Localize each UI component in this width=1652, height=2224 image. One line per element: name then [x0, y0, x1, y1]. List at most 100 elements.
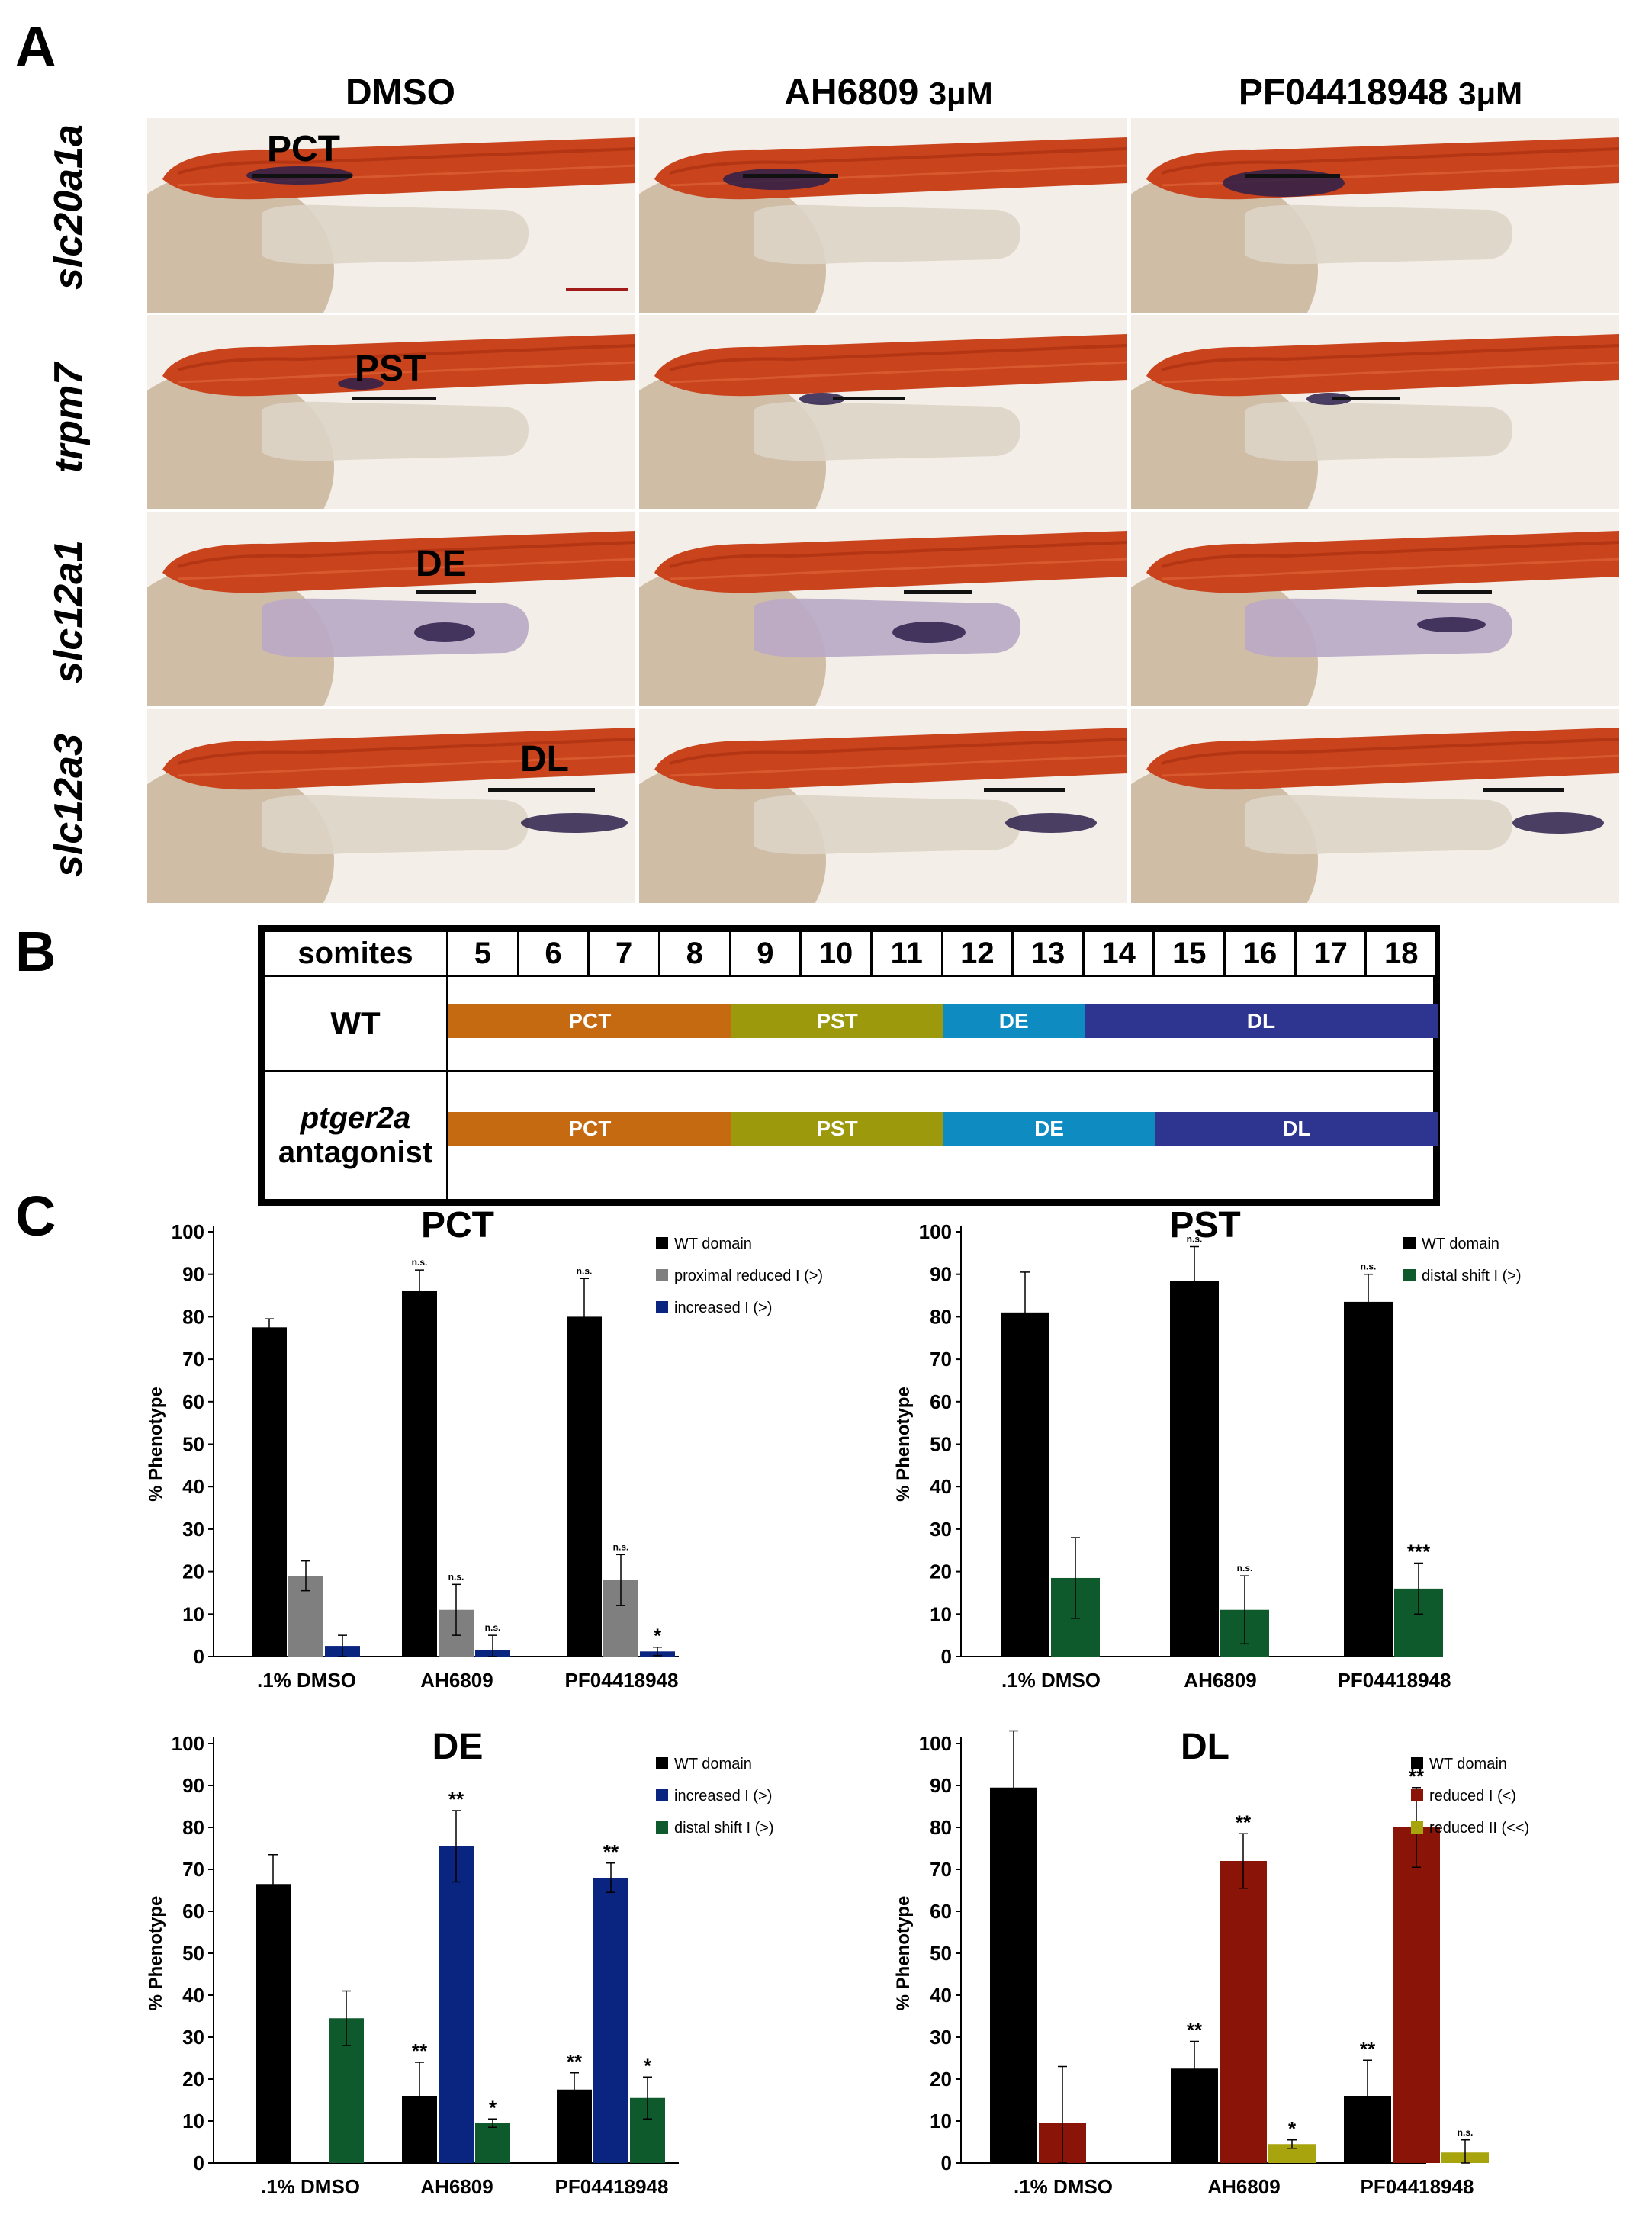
y-tick-label: 50 [182, 1942, 204, 1965]
legend-swatch [656, 1301, 668, 1313]
y-tick-label: 80 [182, 1816, 204, 1839]
embryo-image [1131, 118, 1619, 313]
category-label: PF04418948 [565, 1669, 679, 1692]
category-label: PF04418948 [1338, 1669, 1451, 1692]
y-tick-label: 20 [182, 2068, 204, 2091]
y-tick-label: 0 [941, 2152, 952, 2174]
legend-swatch [1403, 1237, 1416, 1249]
embryo-image [639, 118, 1127, 313]
y-tick-label: 70 [930, 1348, 952, 1371]
bar [402, 1290, 437, 1657]
y-tick-label: 70 [930, 1858, 952, 1881]
embryo-image [639, 315, 1127, 509]
y-tick-label: 60 [182, 1900, 204, 1923]
segment-bar-dl: DL [1084, 1004, 1438, 1038]
column-concentration: 3μM [1458, 76, 1523, 111]
y-tick-label: 50 [930, 1433, 952, 1456]
chart-title: PST [1169, 1205, 1240, 1245]
significance-label: ** [603, 1840, 619, 1863]
segment-bar [1245, 174, 1340, 178]
y-tick-label: 70 [182, 1858, 204, 1881]
y-tick-label: 10 [930, 1602, 952, 1625]
chart-title: DE [432, 1727, 484, 1767]
segment-bar [352, 397, 436, 400]
y-tick-label: 30 [182, 1518, 204, 1541]
column-name: DMSO [346, 72, 455, 113]
segment-bar-pst: PST [731, 1112, 943, 1146]
category-label: AH6809 [1207, 2175, 1280, 2198]
y-tick-label: 20 [930, 1560, 952, 1583]
column-header-ah6809: AH6809 3μM [644, 72, 1133, 114]
y-tick-label: 60 [930, 1390, 952, 1413]
embryo-illustration [1131, 512, 1619, 706]
y-tick-label: 40 [930, 1984, 952, 2007]
embryo-image [1131, 512, 1619, 706]
legend-label: WT domain [1422, 1236, 1499, 1252]
somite-number-17: 17 [1294, 930, 1368, 977]
y-tick-label: 70 [182, 1348, 204, 1371]
legend-label: distal shift I (>) [674, 1820, 774, 1837]
significance-label: n.s. [1187, 1233, 1203, 1244]
y-tick-label: 20 [182, 1560, 204, 1583]
y-tick-label: 10 [182, 1602, 204, 1625]
embryo-illustration [1131, 709, 1619, 903]
significance-label: n.s. [1237, 1563, 1253, 1573]
category-label: .1% DMSO [261, 2175, 360, 2198]
bar [1220, 1861, 1267, 2163]
y-tick-label: 90 [182, 1263, 204, 1286]
y-tick-label: 0 [941, 1645, 952, 1668]
bar [439, 1846, 474, 2163]
somite-number-12: 12 [940, 930, 1014, 977]
embryo-illustration [147, 118, 635, 313]
y-tick-label: 40 [930, 1475, 952, 1498]
significance-label: ** [567, 2050, 583, 2073]
segment-bar-pst: PST [731, 1004, 943, 1038]
bar [1170, 1281, 1219, 1657]
embryo-image [639, 512, 1127, 706]
embryo-illustration [147, 512, 635, 706]
embryo-illustration [639, 118, 1127, 313]
embryo-image [1131, 315, 1619, 509]
y-tick-label: 10 [182, 2110, 204, 2132]
panel-label-c: C [15, 1184, 56, 1248]
legend-label: increased I (>) [674, 1300, 772, 1316]
significance-label: ** [1187, 2019, 1203, 2042]
segment-bar-pct: PCT [448, 1112, 731, 1146]
legend-label: WT domain [674, 1756, 752, 1772]
y-axis-label: % Phenotype [893, 1387, 914, 1502]
y-tick-label: 60 [930, 1900, 952, 1923]
segment-label-de: DE [416, 544, 467, 584]
significance-label: * [489, 2096, 497, 2119]
legend-swatch [1403, 1269, 1416, 1281]
row-label-slc20a1a: slc20a1a [47, 124, 91, 290]
segment-bar [904, 590, 972, 594]
row-label-trpm7: trpm7 [47, 362, 91, 474]
y-tick-label: 0 [194, 2152, 204, 2174]
somites-header-label: somites [262, 930, 448, 977]
segment-bar [743, 174, 838, 178]
significance-label: ** [1409, 1765, 1425, 1788]
bar [567, 1316, 602, 1657]
legend-swatch [656, 1269, 668, 1281]
legend-swatch [656, 1789, 668, 1801]
y-axis-label: % Phenotype [146, 1896, 166, 2011]
y-tick-label: 90 [930, 1774, 952, 1797]
y-tick-label: 80 [182, 1305, 204, 1328]
y-tick-label: 40 [182, 1475, 204, 1498]
panel-label-b: B [15, 920, 56, 983]
significance-label: * [644, 2054, 652, 2077]
segment-bar [252, 174, 352, 178]
nephron-segment-table: somites 5 6 7 8 9 10 11 12 13 14 15 16 17 18 WT ptger… [258, 925, 1440, 1206]
significance-label: ** [1360, 2037, 1376, 2060]
embryo-image [147, 512, 635, 706]
antagonist-row-gene: ptger2a [300, 1101, 411, 1135]
legend-swatch [656, 1757, 668, 1769]
bar [593, 1878, 628, 2163]
pct-bar-chart: PCT 0 10 20 30 40 50 60 70 80 90 100 % Phenotype .1% … [146, 1205, 823, 1692]
chart-title: DL [1181, 1727, 1229, 1767]
legend-swatch [1411, 1789, 1423, 1801]
segment-bar [984, 788, 1065, 792]
legend-label: WT domain [674, 1236, 752, 1252]
significance-label: *** [1407, 1540, 1431, 1563]
segment-bar [1483, 788, 1564, 792]
